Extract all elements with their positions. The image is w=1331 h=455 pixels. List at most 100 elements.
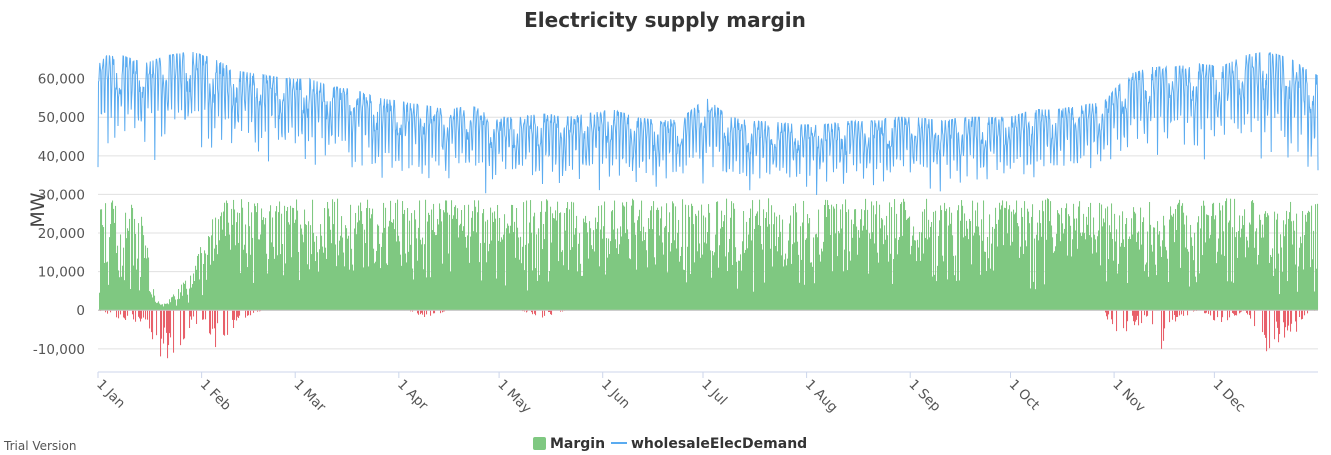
margin-bar — [788, 240, 790, 311]
margin-bar — [137, 258, 139, 311]
legend-margin-label[interactable]: Margin — [550, 436, 605, 452]
margin-bar — [571, 201, 573, 311]
margin-bar — [392, 222, 394, 311]
margin-bar — [1057, 210, 1059, 311]
margin-bar — [800, 226, 802, 311]
margin-bar — [726, 198, 728, 311]
margin-bar — [350, 204, 352, 311]
margin-bar — [555, 210, 557, 311]
margin-bar-negative — [125, 310, 127, 320]
margin-bar-negative — [1229, 310, 1231, 318]
margin-bar — [651, 206, 653, 311]
margin-bar — [807, 214, 809, 311]
margin-bar — [789, 223, 791, 311]
margin-bar — [877, 252, 879, 311]
margin-bar — [373, 248, 375, 311]
margin-bar — [1303, 269, 1305, 311]
legend-margin-swatch[interactable] — [533, 437, 546, 450]
margin-bar — [114, 222, 116, 311]
margin-bar — [831, 204, 833, 311]
margin-bar-negative — [161, 310, 163, 339]
margin-bar-negative — [1262, 310, 1264, 333]
margin-bar-negative — [1217, 310, 1219, 318]
margin-bar — [1005, 208, 1007, 311]
margin-bar — [232, 224, 234, 311]
margin-bar-negative — [1232, 310, 1234, 313]
margin-bar — [285, 263, 287, 311]
margin-bar — [1195, 276, 1197, 311]
margin-bar — [305, 224, 307, 311]
margin-bar — [918, 247, 920, 311]
margin-bar — [670, 251, 672, 311]
x-tick-label: 1 Nov — [1109, 377, 1148, 416]
margin-bar — [1150, 224, 1152, 311]
margin-bar — [214, 248, 216, 311]
margin-bar — [859, 237, 861, 311]
margin-bar — [569, 209, 571, 311]
margin-bar — [542, 249, 544, 311]
margin-bar — [623, 205, 625, 311]
margin-bar-negative — [1227, 310, 1229, 321]
margin-bar — [527, 290, 529, 311]
margin-bar — [849, 251, 851, 311]
margin-bar — [860, 219, 862, 311]
margin-bar — [671, 243, 673, 311]
margin-bar — [298, 251, 300, 311]
margin-bar — [871, 201, 873, 311]
margin-bar — [652, 229, 654, 311]
margin-bar — [400, 254, 402, 311]
margin-bar — [518, 237, 520, 311]
margin-bar — [667, 272, 669, 311]
margin-bar — [307, 264, 309, 311]
margin-bar — [629, 258, 631, 311]
margin-bar — [692, 205, 694, 311]
margin-bar — [1064, 228, 1066, 311]
margin-bar — [606, 238, 608, 311]
margin-bar — [1007, 233, 1009, 311]
margin-bar — [552, 213, 554, 311]
margin-bar — [930, 226, 932, 311]
margin-bar — [1072, 239, 1074, 311]
margin-bar — [891, 207, 893, 311]
margin-bar — [949, 207, 951, 311]
margin-bar — [339, 240, 341, 311]
margin-bar — [521, 263, 523, 311]
margin-bar-negative — [1176, 310, 1178, 318]
margin-bar — [1275, 268, 1277, 311]
margin-bar — [722, 227, 724, 311]
margin-bar — [745, 249, 747, 311]
margin-bar — [592, 249, 594, 311]
margin-bar-negative — [420, 310, 422, 315]
margin-bar — [617, 228, 619, 311]
margin-bar — [1191, 237, 1193, 311]
margin-bar-negative — [1249, 310, 1251, 316]
margin-bar — [331, 243, 333, 311]
margin-bar — [308, 221, 310, 311]
margin-bar — [368, 266, 370, 311]
margin-bar-negative — [549, 310, 551, 312]
margin-bar-negative — [1233, 310, 1235, 314]
margin-bar-negative — [116, 310, 118, 318]
margin-bar — [900, 203, 902, 311]
margin-bar — [905, 210, 907, 311]
margin-bar — [605, 274, 607, 311]
margin-bar — [601, 205, 603, 311]
margin-bar — [366, 208, 368, 311]
margin-bar — [535, 268, 537, 311]
margin-bar — [1260, 219, 1262, 311]
margin-bar — [581, 275, 583, 311]
margin-bar — [1263, 237, 1265, 311]
margin-bar — [1175, 209, 1177, 311]
margin-bar — [761, 243, 763, 311]
margin-bar — [488, 251, 490, 311]
margin-bar — [1198, 216, 1200, 311]
legend-demand-label[interactable]: wholesaleElecDemand — [631, 436, 807, 452]
margin-bar — [641, 200, 643, 311]
margin-bar — [675, 206, 677, 311]
margin-bar — [872, 232, 874, 311]
margin-bar — [139, 290, 141, 311]
margin-bar — [158, 301, 160, 311]
margin-bar — [375, 261, 377, 311]
trial-version-watermark: Trial Version — [4, 439, 77, 453]
y-tick-label: 10,000 — [38, 265, 85, 281]
